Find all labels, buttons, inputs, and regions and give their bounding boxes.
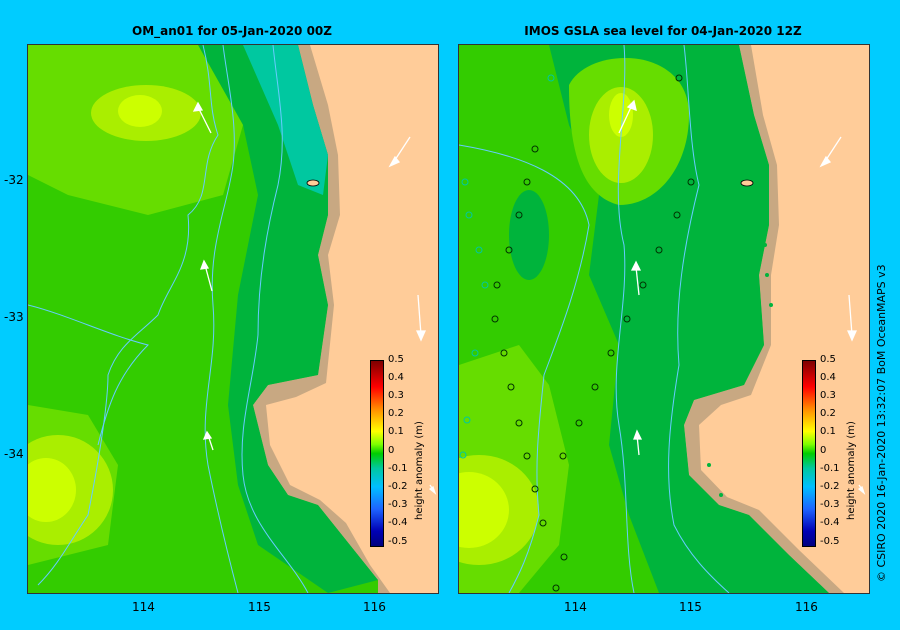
colorbar-tick: -0.4 <box>820 517 840 528</box>
colorbar-tick: 0.3 <box>820 390 836 401</box>
colorbar-label: height anomaly (m) <box>846 421 857 520</box>
island <box>306 179 320 187</box>
colorbar-tick: -0.2 <box>388 481 408 492</box>
colorbar-gradient <box>370 360 384 547</box>
right-map-panel <box>458 44 870 594</box>
altimetry-markers-coastal <box>707 243 807 587</box>
x-tick-label: 115 <box>248 600 271 614</box>
colorbar-gradient <box>802 360 816 547</box>
colorbar-tick: 0 <box>388 445 395 456</box>
x-tick-label: 116 <box>795 600 818 614</box>
colorbar-tick: -0.1 <box>388 463 408 474</box>
y-tick-label: -33 <box>4 310 24 324</box>
bathymetry-contour <box>241 45 309 593</box>
right-map-canvas <box>459 45 866 593</box>
left-map-panel <box>27 44 439 594</box>
left-panel-title: OM_an01 for 05-Jan-2020 00Z <box>132 24 332 38</box>
colorbar-tick: 0.5 <box>388 354 404 365</box>
colorbar-tick: -0.3 <box>388 499 408 510</box>
colorbar-tick: 0.5 <box>820 354 836 365</box>
colorbar-tick: -0.5 <box>388 536 408 547</box>
colorbar-tick: -0.5 <box>820 536 840 547</box>
y-tick-label: -34 <box>4 447 24 461</box>
left-map-canvas <box>28 45 437 593</box>
bathymetry-contour <box>37 45 219 586</box>
colorbar-tick: 0.4 <box>388 372 404 383</box>
colorbar-tick: 0.1 <box>388 426 404 437</box>
altimetry-markers-teal <box>459 74 555 459</box>
x-tick-label: 114 <box>132 600 155 614</box>
coastline <box>684 45 844 593</box>
x-tick-label: 114 <box>564 600 587 614</box>
colorbar-tick: 0.2 <box>820 408 836 419</box>
credit-text: © CSIRO 2020 16-Jan-2020 13:32:07 BoM Oc… <box>875 264 888 582</box>
colorbar-tick: 0.1 <box>820 426 836 437</box>
colorbar-tick: -0.2 <box>820 481 840 492</box>
x-tick-label: 116 <box>363 600 386 614</box>
colorbar-tick: -0.3 <box>820 499 840 510</box>
y-tick-label: -32 <box>4 173 24 187</box>
anomaly-region-neg <box>198 45 378 593</box>
velocity-arrows <box>618 99 866 495</box>
bathymetry-contour <box>204 45 239 593</box>
colorbar-tick: 0.3 <box>388 390 404 401</box>
anomaly-region-neg2 <box>243 45 328 195</box>
velocity-arrows <box>192 101 437 495</box>
bathymetry-contour <box>668 45 730 593</box>
colorbar-tick: 0.2 <box>388 408 404 419</box>
bathymetry-contour <box>28 304 149 446</box>
colorbar-tick: -0.4 <box>388 517 408 528</box>
bathymetry-contour <box>459 144 590 593</box>
altimetry-markers <box>491 74 695 592</box>
right-panel-title: IMOS GSLA sea level for 04-Jan-2020 12Z <box>524 24 802 38</box>
anomaly-low-left <box>509 190 549 280</box>
colorbar-label: height anomaly (m) <box>414 421 425 520</box>
x-tick-label: 115 <box>679 600 702 614</box>
bathymetry-contour <box>615 45 635 593</box>
colorbar-tick: 0.4 <box>820 372 836 383</box>
colorbar-tick: 0 <box>820 445 827 456</box>
island <box>740 179 754 187</box>
colorbar-tick: -0.1 <box>820 463 840 474</box>
